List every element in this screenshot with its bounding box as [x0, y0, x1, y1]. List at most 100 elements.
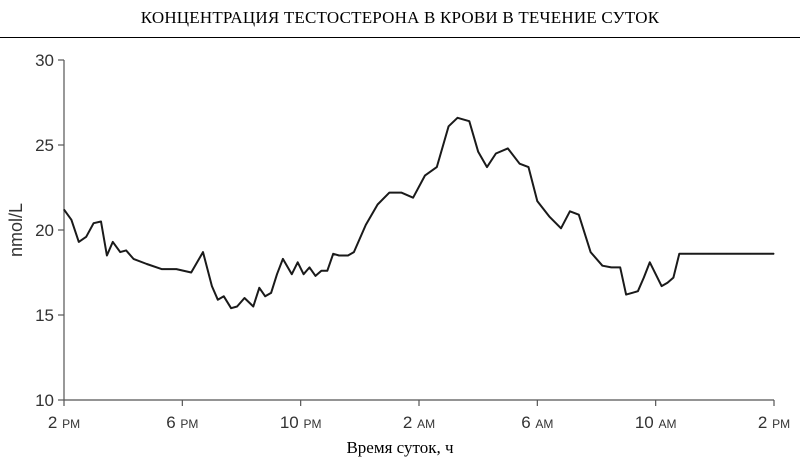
data-point — [230, 307, 232, 309]
data-point — [684, 253, 686, 255]
data-point — [643, 277, 645, 279]
data-point — [190, 271, 192, 274]
data-point — [412, 197, 414, 199]
data-point — [578, 214, 580, 216]
x-tick-label: 10 AM — [635, 413, 677, 432]
data-point — [560, 227, 562, 229]
data-point — [569, 210, 571, 212]
data-point — [175, 268, 177, 270]
data-point — [708, 253, 710, 255]
data-point — [400, 192, 402, 194]
data-point — [93, 222, 95, 224]
y-tick-label: 15 — [35, 306, 54, 325]
data-point — [507, 147, 509, 149]
chart-title: КОНЦЕНТРАЦИЯ ТЕСТОСТЕРОНА В КРОВИ В ТЕЧЕ… — [140, 8, 660, 27]
data-point — [338, 254, 340, 257]
data-point — [726, 253, 728, 255]
data-point — [610, 266, 612, 268]
data-point — [264, 295, 266, 297]
data-point — [468, 120, 470, 122]
x-tick-label: 6 PM — [166, 413, 198, 432]
data-point — [106, 254, 108, 257]
y-axis-ticks: 30 25 20 15 10 — [35, 51, 64, 410]
data-point — [631, 292, 633, 294]
data-point — [649, 261, 651, 263]
x-tick-label: 2 PM — [48, 413, 80, 432]
data-point — [291, 273, 293, 275]
data-point — [495, 152, 497, 155]
data-point — [282, 258, 284, 260]
data-point — [637, 290, 639, 292]
data-point — [666, 282, 669, 284]
data-point — [276, 273, 278, 275]
data-point — [314, 275, 317, 277]
data-point — [548, 215, 550, 217]
data-point — [436, 166, 438, 168]
x-tick-label: 6 AM — [521, 413, 553, 432]
data-point — [70, 219, 72, 221]
data-point — [424, 175, 426, 177]
title-divider — [0, 37, 800, 38]
data-point — [590, 251, 592, 253]
data-point — [112, 241, 114, 243]
data-point — [202, 251, 204, 253]
data-point — [217, 299, 219, 301]
data-point — [146, 263, 148, 265]
axes — [63, 60, 774, 401]
data-point — [365, 224, 367, 226]
data-point — [270, 292, 272, 294]
data-point — [125, 249, 127, 251]
data-point — [211, 285, 213, 287]
series-layer — [63, 116, 775, 310]
series-line-0 — [63, 116, 774, 310]
data-point — [625, 294, 627, 296]
data-point — [601, 265, 604, 267]
data-point — [690, 253, 692, 255]
data-point — [100, 220, 102, 223]
data-point — [308, 266, 311, 268]
data-point — [761, 253, 763, 255]
data-point — [297, 261, 299, 263]
data-point — [320, 270, 322, 272]
data-point — [519, 163, 521, 165]
data-point — [714, 253, 716, 255]
data-point — [737, 253, 740, 255]
data-point — [347, 254, 349, 257]
data-point — [536, 200, 538, 202]
x-tick-label: 2 PM — [758, 413, 790, 432]
data-point — [258, 287, 260, 289]
data-point — [527, 166, 530, 168]
data-point — [678, 253, 680, 255]
data-point — [252, 305, 254, 308]
data-point — [78, 241, 80, 243]
data-point — [353, 251, 355, 253]
data-point — [243, 297, 246, 299]
data-point — [303, 273, 305, 275]
data-point — [661, 285, 663, 287]
data-point — [749, 253, 751, 255]
data-point — [119, 251, 121, 253]
y-tick-label: 25 — [35, 136, 54, 155]
x-axis-ticks: 2 PM 6 PM 10 PM 2 AM 6 AM 10 AM 2 PM — [48, 400, 790, 432]
data-point — [619, 266, 621, 268]
data-point — [448, 125, 450, 127]
data-point — [456, 117, 459, 119]
data-point — [377, 203, 379, 206]
y-tick-label: 20 — [35, 221, 54, 240]
data-point — [326, 270, 328, 272]
data-point — [655, 273, 657, 275]
x-tick-label: 10 PM — [280, 413, 322, 432]
y-tick-label: 30 — [35, 51, 54, 70]
data-point — [236, 305, 238, 308]
y-tick-label: 10 — [35, 391, 54, 410]
data-point — [132, 258, 135, 260]
data-point — [388, 192, 390, 194]
y-axis-label: nmol/L — [6, 203, 26, 257]
data-point — [773, 253, 775, 255]
data-point — [223, 295, 225, 297]
x-axis-label: Время суток, ч — [346, 438, 454, 457]
data-point — [477, 151, 479, 153]
x-tick-label: 2 AM — [403, 413, 435, 432]
data-point — [85, 236, 87, 238]
